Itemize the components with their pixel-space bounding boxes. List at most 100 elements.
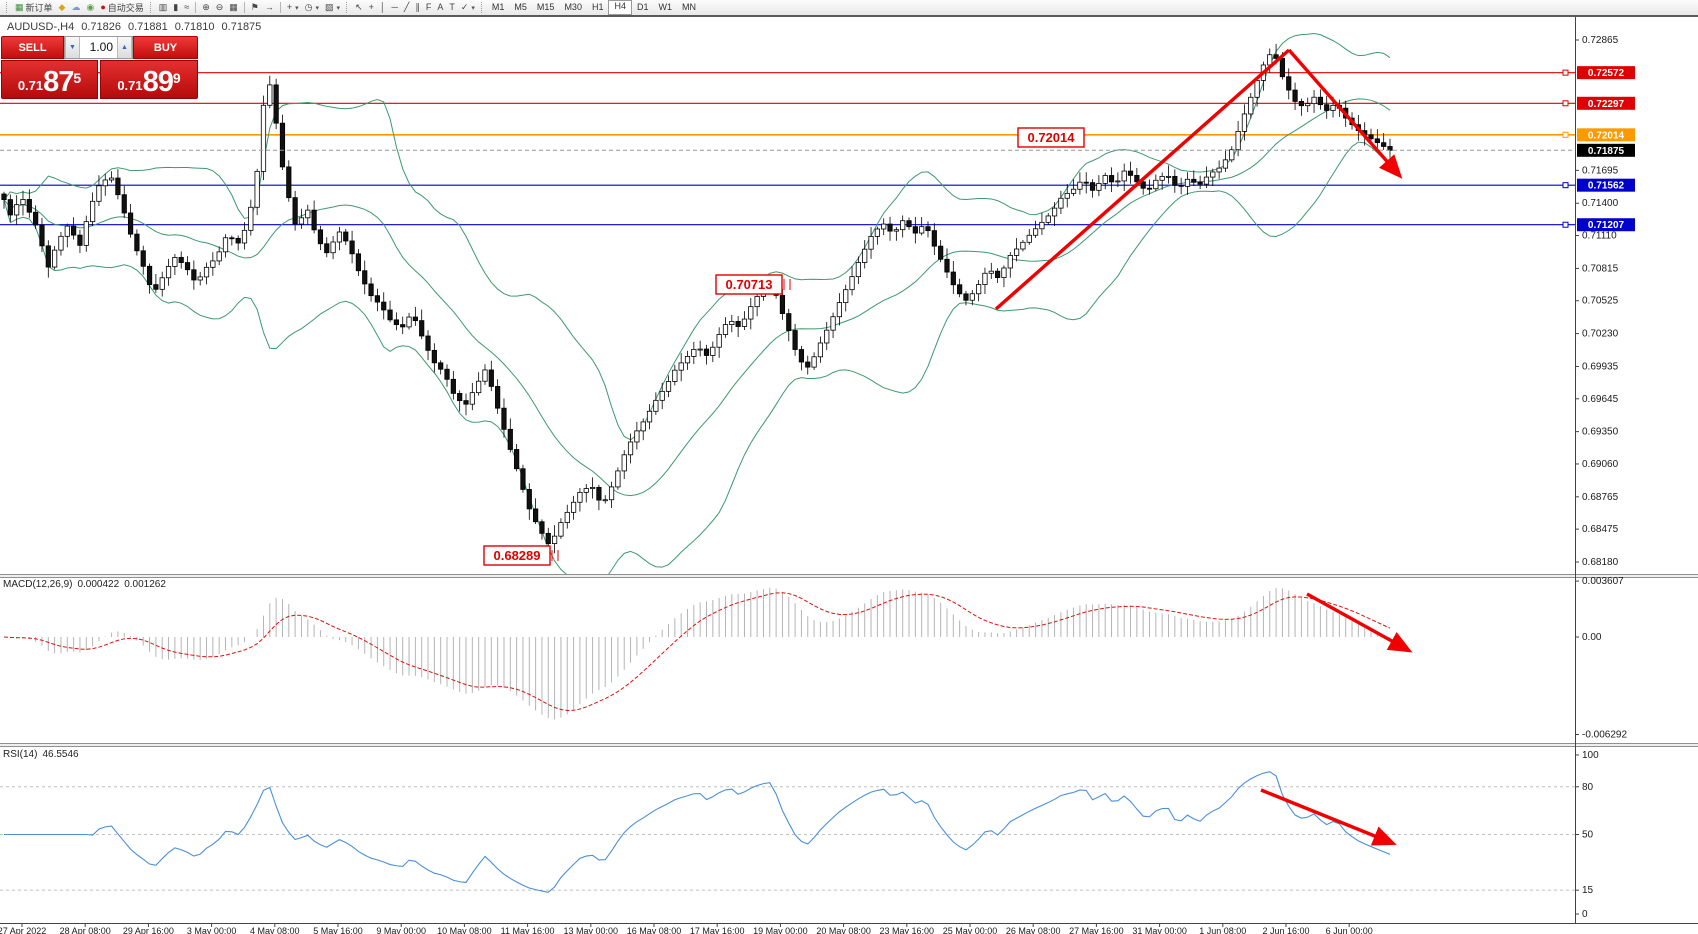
candlestick-chart-button[interactable]: ▮ [170, 1, 181, 14]
buy-button[interactable]: BUY [133, 36, 198, 59]
candle-body [184, 262, 191, 271]
channel-tool[interactable]: ∥ [412, 1, 423, 14]
arrows-tool-dropdown[interactable]: ▾ [471, 4, 475, 12]
candle-body [14, 204, 20, 216]
sell-button[interactable]: SELL [1, 36, 64, 59]
panel-separator[interactable] [0, 743, 1698, 747]
templates-button[interactable]: ▧ ▾ [322, 1, 343, 14]
callout-box[interactable] [1017, 127, 1085, 148]
candle-body [324, 243, 330, 254]
crosshair-tool[interactable]: + [366, 1, 377, 14]
candle-body [811, 356, 817, 368]
callout-box[interactable] [715, 274, 783, 295]
level-handle[interactable] [1562, 69, 1569, 76]
one-click-trading-panel: SELL ▼ 1.00 ▲ BUY 0.71 87 5 0.71 89 9 [1, 36, 198, 99]
signals-icon[interactable]: ◉ [83, 1, 97, 14]
callout-box[interactable] [483, 545, 551, 566]
text-tool-icon: A [437, 2, 444, 12]
trend-arrow-macd[interactable] [1306, 592, 1413, 653]
auto-scroll-button[interactable]: ⚑ [248, 1, 262, 14]
vertical-line-tool[interactable]: │ [377, 1, 389, 14]
trend-arrow-rsi[interactable] [1260, 788, 1397, 846]
candle-body [83, 221, 89, 246]
fibonacci-tool[interactable]: F [423, 1, 435, 14]
level-handle[interactable] [1562, 221, 1569, 228]
timeframe-MN[interactable]: MN [682, 2, 696, 12]
candle-body [558, 522, 564, 537]
label-tool[interactable]: T [446, 1, 458, 14]
auto-trading-button-label: 自动交易 [107, 3, 144, 13]
chart-shift-button[interactable]: → [262, 1, 277, 14]
svg-text:0.70713: 0.70713 [726, 277, 773, 292]
candle-body [817, 342, 824, 358]
buy-price-button[interactable]: 0.71 89 9 [100, 60, 198, 99]
volume-field[interactable]: ▼ 1.00 ▲ [64, 36, 133, 59]
cursor-tool[interactable]: ↖ [352, 1, 366, 14]
timeframe-M5[interactable]: M5 [514, 2, 527, 12]
candle-body [77, 234, 83, 246]
timeframe-H4[interactable]: H4 [608, 0, 632, 15]
svg-text:1 Jun 08:00: 1 Jun 08:00 [1199, 926, 1246, 934]
arrows-tool[interactable]: ✓ ▾ [458, 1, 478, 14]
svg-text:0.69350: 0.69350 [1582, 427, 1619, 438]
sell-price-button[interactable]: 0.71 87 5 [1, 60, 98, 99]
panel-separator[interactable] [0, 574, 1698, 578]
candle-body [1178, 184, 1184, 187]
candle-body [90, 200, 96, 223]
bar-chart-button[interactable]: ▥ [156, 1, 171, 14]
indicators-button-dropdown[interactable]: ▾ [295, 4, 299, 12]
volume-decrease-button[interactable]: ▼ [65, 37, 80, 58]
volume-increase-button[interactable]: ▲ [117, 37, 132, 58]
market-watch-icon[interactable]: ☁ [68, 1, 83, 14]
timeframe-H1[interactable]: H1 [591, 2, 604, 12]
horizontal-line-tool[interactable]: ─ [389, 1, 401, 14]
periods-button[interactable]: ◷ ▾ [302, 1, 322, 14]
svg-text:0: 0 [1582, 909, 1588, 920]
indicators-button[interactable]: + ▾ [284, 1, 302, 14]
trend-arrows[interactable] [994, 48, 1413, 846]
candle-body [7, 199, 13, 216]
level-handle[interactable] [1562, 100, 1569, 107]
candle-body [678, 362, 684, 371]
candle-body [912, 226, 918, 234]
candle-body [855, 262, 861, 278]
auto-trading-button[interactable]: ● 自动交易 [97, 1, 146, 14]
candle-body [1368, 134, 1374, 140]
timeframe-M1[interactable]: M1 [491, 2, 505, 12]
timeframe-W1[interactable]: W1 [658, 2, 673, 12]
volume-value[interactable]: 1.00 [89, 40, 113, 54]
symbol-header: AUDUSD-,H4 0.71826 0.71881 0.71810 0.718… [7, 21, 261, 33]
ohlc-low: 0.71810 [174, 21, 215, 33]
svg-text:0.72297: 0.72297 [1588, 99, 1625, 110]
timeframe-D1[interactable]: D1 [636, 2, 649, 12]
candle-body [526, 489, 532, 510]
candle-body [457, 393, 463, 402]
svg-text:6 Jun 00:00: 6 Jun 00:00 [1326, 926, 1373, 934]
timeframe-M15[interactable]: M15 [536, 2, 555, 12]
candle-body [368, 283, 374, 297]
candle-body [71, 225, 77, 236]
zoom-out-button[interactable]: ⊖ [213, 1, 227, 14]
templates-button-icon: ▧ [325, 2, 334, 12]
tile-windows-button[interactable]: ▦ [226, 1, 241, 14]
candle-body [874, 228, 880, 237]
svg-text:31 May 00:00: 31 May 00:00 [1132, 926, 1187, 934]
text-tool[interactable]: A [434, 1, 446, 14]
trendline-tool[interactable]: ╱ [401, 1, 412, 14]
zoom-in-button[interactable]: ⊕ [199, 1, 213, 14]
svg-text:23 May 16:00: 23 May 16:00 [880, 926, 935, 934]
trend-arrow-main[interactable] [1287, 48, 1403, 179]
line-chart-button[interactable]: ≈ [181, 1, 192, 14]
templates-button-dropdown[interactable]: ▾ [336, 4, 341, 12]
level-handle[interactable] [1562, 131, 1569, 138]
new-order-button[interactable]: ▦ 新订单 [12, 1, 56, 14]
deposit-icon[interactable]: ◆ [56, 1, 69, 14]
level-handle[interactable] [1562, 182, 1569, 189]
price-callouts[interactable]: 0.72014 0.70713 0.68289 [483, 127, 1085, 566]
trend-arrow-main[interactable] [994, 48, 1291, 311]
periods-button-dropdown[interactable]: ▾ [315, 4, 320, 12]
ohlc-open: 0.71826 [81, 21, 121, 33]
candle-body [1203, 176, 1210, 185]
timeframe-M30[interactable]: M30 [564, 2, 582, 12]
